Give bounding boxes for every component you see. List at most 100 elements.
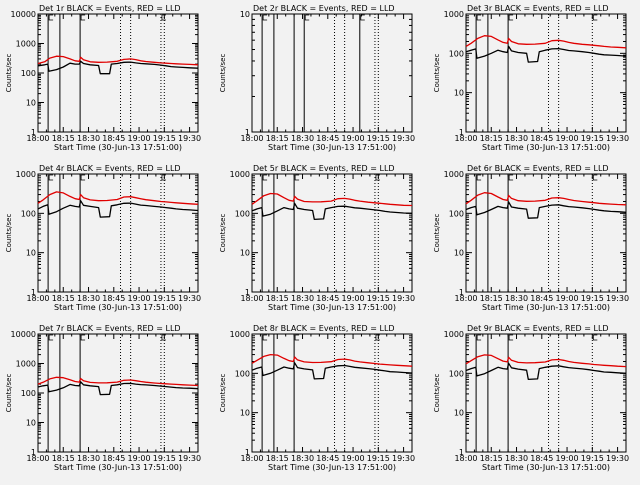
x-tick-label: 18:30: [77, 294, 100, 303]
y-tick-label: 100: [21, 389, 36, 398]
state-step-marker: [48, 334, 54, 341]
x-tick-label: 18:30: [291, 294, 314, 303]
x-tick-label: 18:30: [291, 454, 314, 463]
x-tick-label: 18:45: [102, 294, 125, 303]
y-tick-label: 1: [31, 128, 36, 137]
x-tick-label: 18:15: [52, 454, 75, 463]
y-tick-label: 1: [245, 288, 250, 297]
events-series-line: [465, 45, 627, 63]
x-tick-label: 19:30: [606, 454, 629, 463]
x-tick-label: 19:00: [556, 294, 579, 303]
y-tick-label: 10: [240, 249, 250, 258]
y-tick-label: 10000: [11, 330, 36, 339]
lld-series-line: [37, 55, 199, 66]
x-tick-label: 19:30: [178, 134, 201, 143]
plot-panel: Det 8r BLACK = Events, RED = LLD Counts/s…: [219, 324, 415, 472]
x-tick-label: 19:00: [128, 134, 151, 143]
y-tick-label: 10000: [11, 10, 36, 19]
state-step-marker: [592, 334, 598, 341]
plot-panel: Det 2r BLACK = Events, RED = LLD Counts/s…: [219, 4, 415, 152]
state-step-marker: [508, 174, 514, 181]
y-tick-label: 1000: [444, 330, 464, 339]
plot-panel: Det 3r BLACK = Events, RED = LLD Counts/s…: [433, 4, 629, 152]
state-step-marker: [262, 334, 268, 341]
state-step-marker: [508, 334, 514, 341]
x-tick-label: 18:00: [26, 294, 49, 303]
x-axis-label: Start Time (30-Jun-13 17:51:00): [268, 303, 396, 312]
y-tick-label: 100: [21, 69, 36, 78]
plot-frame: [37, 333, 199, 453]
x-tick-label: 18:00: [240, 454, 263, 463]
state-step-marker: [375, 334, 380, 341]
plot-title: Det 6r BLACK = Events, RED = LLD: [467, 164, 609, 173]
y-tick-label: 1: [459, 448, 464, 457]
x-tick-label: 19:15: [153, 134, 176, 143]
y-tick-label: 10: [26, 249, 36, 258]
events-series-line: [37, 381, 199, 396]
x-tick-label: 18:30: [505, 134, 528, 143]
y-tick-label: 1: [459, 128, 464, 137]
events-series-line: [251, 202, 413, 221]
x-tick-label: 19:30: [178, 454, 201, 463]
x-tick-label: 18:30: [291, 134, 314, 143]
x-axis-label: Start Time (30-Jun-13 17:51:00): [268, 143, 396, 152]
plot-frame: [465, 333, 627, 453]
plot-title: Det 5r BLACK = Events, RED = LLD: [253, 164, 395, 173]
x-axis-label: Start Time (30-Jun-13 17:51:00): [268, 463, 396, 472]
y-tick-label: 1000: [16, 360, 36, 369]
state-step-marker: [476, 14, 482, 21]
x-tick-label: 18:30: [77, 454, 100, 463]
x-axis-label: Start Time (30-Jun-13 17:51:00): [482, 303, 610, 312]
state-step-marker: [48, 174, 54, 181]
y-tick-label: 100: [21, 209, 36, 218]
state-step-marker: [294, 174, 300, 181]
x-axis-label: Start Time (30-Jun-13 17:51:00): [54, 463, 182, 472]
x-tick-label: 18:15: [266, 294, 289, 303]
x-tick-label: 18:30: [77, 134, 100, 143]
x-tick-label: 18:15: [266, 454, 289, 463]
y-tick-label: 10: [240, 409, 250, 418]
plot-title: Det 2r BLACK = Events, RED = LLD: [253, 4, 395, 13]
x-tick-label: 18:45: [316, 294, 339, 303]
x-tick-label: 18:45: [102, 134, 125, 143]
x-tick-label: 18:45: [316, 454, 339, 463]
x-tick-label: 19:30: [392, 294, 415, 303]
state-step-marker: [476, 174, 482, 181]
x-tick-label: 19:30: [606, 294, 629, 303]
y-tick-label: 100: [449, 49, 464, 58]
plot-frame: [251, 13, 413, 133]
plot-title: Det 7r BLACK = Events, RED = LLD: [39, 324, 181, 333]
x-tick-label: 19:00: [342, 134, 365, 143]
x-tick-label: 19:15: [367, 454, 390, 463]
y-tick-label: 100: [235, 369, 250, 378]
x-tick-label: 18:30: [505, 454, 528, 463]
plot-panel: Det 6r BLACK = Events, RED = LLD Counts/s…: [433, 164, 629, 312]
x-tick-label: 19:30: [392, 134, 415, 143]
x-axis-label: Start Time (30-Jun-13 17:51:00): [482, 463, 610, 472]
y-tick-label: 1: [31, 288, 36, 297]
x-tick-label: 18:00: [240, 134, 263, 143]
state-step-marker: [161, 334, 166, 341]
x-tick-label: 18:15: [266, 134, 289, 143]
y-axis-label: Counts/sec: [433, 54, 441, 93]
x-tick-label: 18:45: [530, 134, 553, 143]
lld-series-line: [465, 35, 627, 49]
state-step-marker: [508, 14, 514, 21]
events-series-line: [465, 362, 627, 381]
y-tick-label: 10: [454, 409, 464, 418]
x-tick-label: 18:00: [454, 134, 477, 143]
y-tick-label: 10: [240, 10, 250, 19]
y-tick-label: 1: [245, 128, 250, 137]
x-tick-label: 19:00: [342, 294, 365, 303]
plot-panel: Det 5r BLACK = Events, RED = LLD Counts/s…: [219, 164, 415, 312]
lld-series-line: [465, 354, 627, 368]
y-tick-label: 1: [31, 448, 36, 457]
x-tick-label: 19:00: [556, 454, 579, 463]
lld-series-line: [251, 192, 413, 207]
plot-title: Det 8r BLACK = Events, RED = LLD: [253, 324, 395, 333]
x-tick-label: 18:00: [240, 294, 263, 303]
lld-series-line: [37, 376, 199, 387]
y-tick-label: 1: [245, 448, 250, 457]
